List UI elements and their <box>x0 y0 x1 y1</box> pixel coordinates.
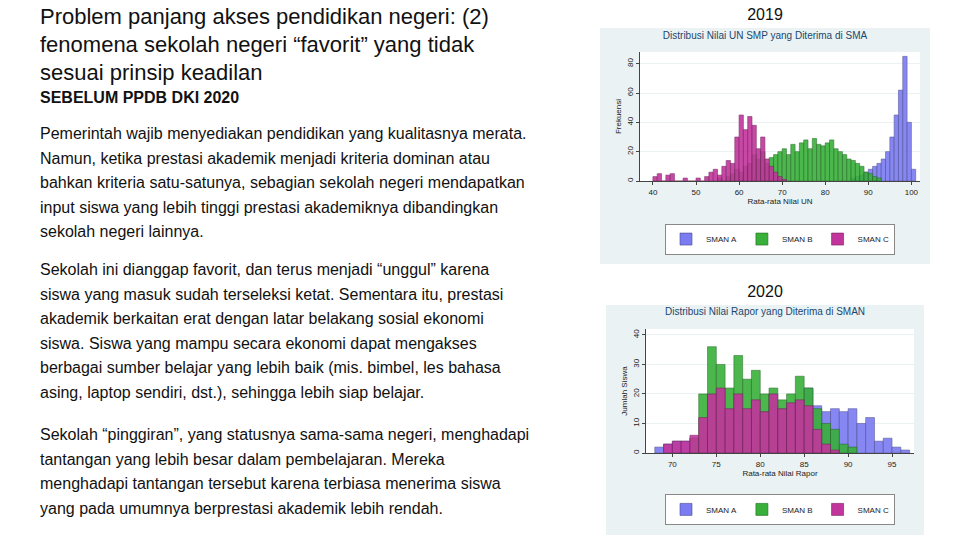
html-text:menghadapi tantangan tersebut: menghadapi tantangan tersebut karena ter… <box>40 475 501 492</box>
svg-text:80: 80 <box>821 188 830 197</box>
svg-text:0: 0 <box>632 449 641 454</box>
svg-text:100: 100 <box>905 188 919 197</box>
svg-text:80: 80 <box>626 58 635 67</box>
svg-text:60: 60 <box>626 87 635 96</box>
svg-text:SMAN B: SMAN B <box>782 235 813 244</box>
html-text:Problem panjang akses pendidik: Problem panjang akses pendidikan negeri:… <box>40 4 489 29</box>
svg-text:85: 85 <box>800 460 809 469</box>
svg-text:70: 70 <box>778 188 787 197</box>
svg-text:Rata-rata Nilai Rapor: Rata-rata Nilai Rapor <box>742 469 817 478</box>
svg-text:30: 30 <box>632 358 641 367</box>
svg-text:SMAN A: SMAN A <box>706 506 737 515</box>
svg-text:60: 60 <box>735 188 744 197</box>
svg-text:20: 20 <box>626 145 635 154</box>
svg-text:10: 10 <box>632 417 641 426</box>
html-text:2019: 2019 <box>747 6 783 23</box>
html-text:SEBELUM PPDB DKI 2020: SEBELUM PPDB DKI 2020 <box>40 89 240 106</box>
svg-text:50: 50 <box>692 188 701 197</box>
html-text:Pemerintah wajib menyediakan p: Pemerintah wajib menyediakan pendidikan … <box>40 125 527 142</box>
html-text:siswa. Siswa yang mampu secara: siswa. Siswa yang mampu secara ekonomi d… <box>40 334 477 352</box>
svg-text:80: 80 <box>756 460 765 469</box>
html-text:Sekolah “pinggiran”, yang stat: Sekolah “pinggiran”, yang statusnya sama… <box>40 426 530 443</box>
html-text:Namun, ketika prestasi akademi: Namun, ketika prestasi akademik menjadi … <box>40 149 490 167</box>
html-text:siswa yang masuk sudah tersele: siswa yang masuk sudah terseleksi ketat.… <box>40 285 504 303</box>
html-text:2020: 2020 <box>747 283 783 300</box>
html-text:sesuai prinsip keadilan: sesuai prinsip keadilan <box>40 60 263 85</box>
html-text:bahkan kriteria satu-satunya,: bahkan kriteria satu-satunya, sebagian s… <box>40 174 525 191</box>
svg-text:Rata-rata Nilai UN: Rata-rata Nilai UN <box>748 197 813 206</box>
html-text:input siswa yang lebih tinggi: input siswa yang lebih tinggi prestasi a… <box>40 198 499 216</box>
svg-text:75: 75 <box>712 460 721 469</box>
html-text:asing, laptop sendiri, dst.),: asing, laptop sendiri, dst.), sehingga l… <box>40 383 425 401</box>
svg-text:40: 40 <box>648 188 657 197</box>
svg-text:Frekuensi: Frekuensi <box>614 99 623 134</box>
html-text:berbagai sumber belajar yang l: berbagai sumber belajar yang lebih baik … <box>40 359 501 376</box>
svg-text:Distribusi Nilai UN SMP yang D: Distribusi Nilai UN SMP yang Diterima di… <box>663 30 868 41</box>
html-text:akademik berkaitan erat dengan: akademik berkaitan erat dengan latar bel… <box>40 310 484 327</box>
svg-text:Distribusi Nilai Rapor yang Di: Distribusi Nilai Rapor yang Diterima di … <box>665 306 865 317</box>
html-text:tantangan yang lebih besar dal: tantangan yang lebih besar dalam pembela… <box>40 450 445 468</box>
html-text:sekolah negeri lainnya.: sekolah negeri lainnya. <box>40 223 204 240</box>
svg-text:SMAN C: SMAN C <box>858 235 889 244</box>
svg-text:SMAN B: SMAN B <box>782 506 813 515</box>
html-text:Sekolah ini dianggap favorit,: Sekolah ini dianggap favorit, dan terus … <box>40 261 490 278</box>
svg-text:95: 95 <box>888 460 897 469</box>
svg-text:70: 70 <box>668 460 677 469</box>
svg-text:SMAN A: SMAN A <box>706 235 737 244</box>
svg-text:Jumlah Siswa: Jumlah Siswa <box>620 366 629 416</box>
svg-text:90: 90 <box>864 188 873 197</box>
html-text:yang pada umumnya berprestasi: yang pada umumnya berprestasi akademik l… <box>40 499 443 517</box>
svg-text:90: 90 <box>844 460 853 469</box>
html-text:fenomena sekolah negeri “favor: fenomena sekolah negeri “favorit” yang t… <box>40 32 475 57</box>
svg-text:SMAN C: SMAN C <box>858 506 889 515</box>
svg-text:40: 40 <box>632 329 641 338</box>
svg-text:40: 40 <box>626 116 635 125</box>
svg-text:0: 0 <box>626 177 635 182</box>
svg-text:20: 20 <box>632 388 641 397</box>
